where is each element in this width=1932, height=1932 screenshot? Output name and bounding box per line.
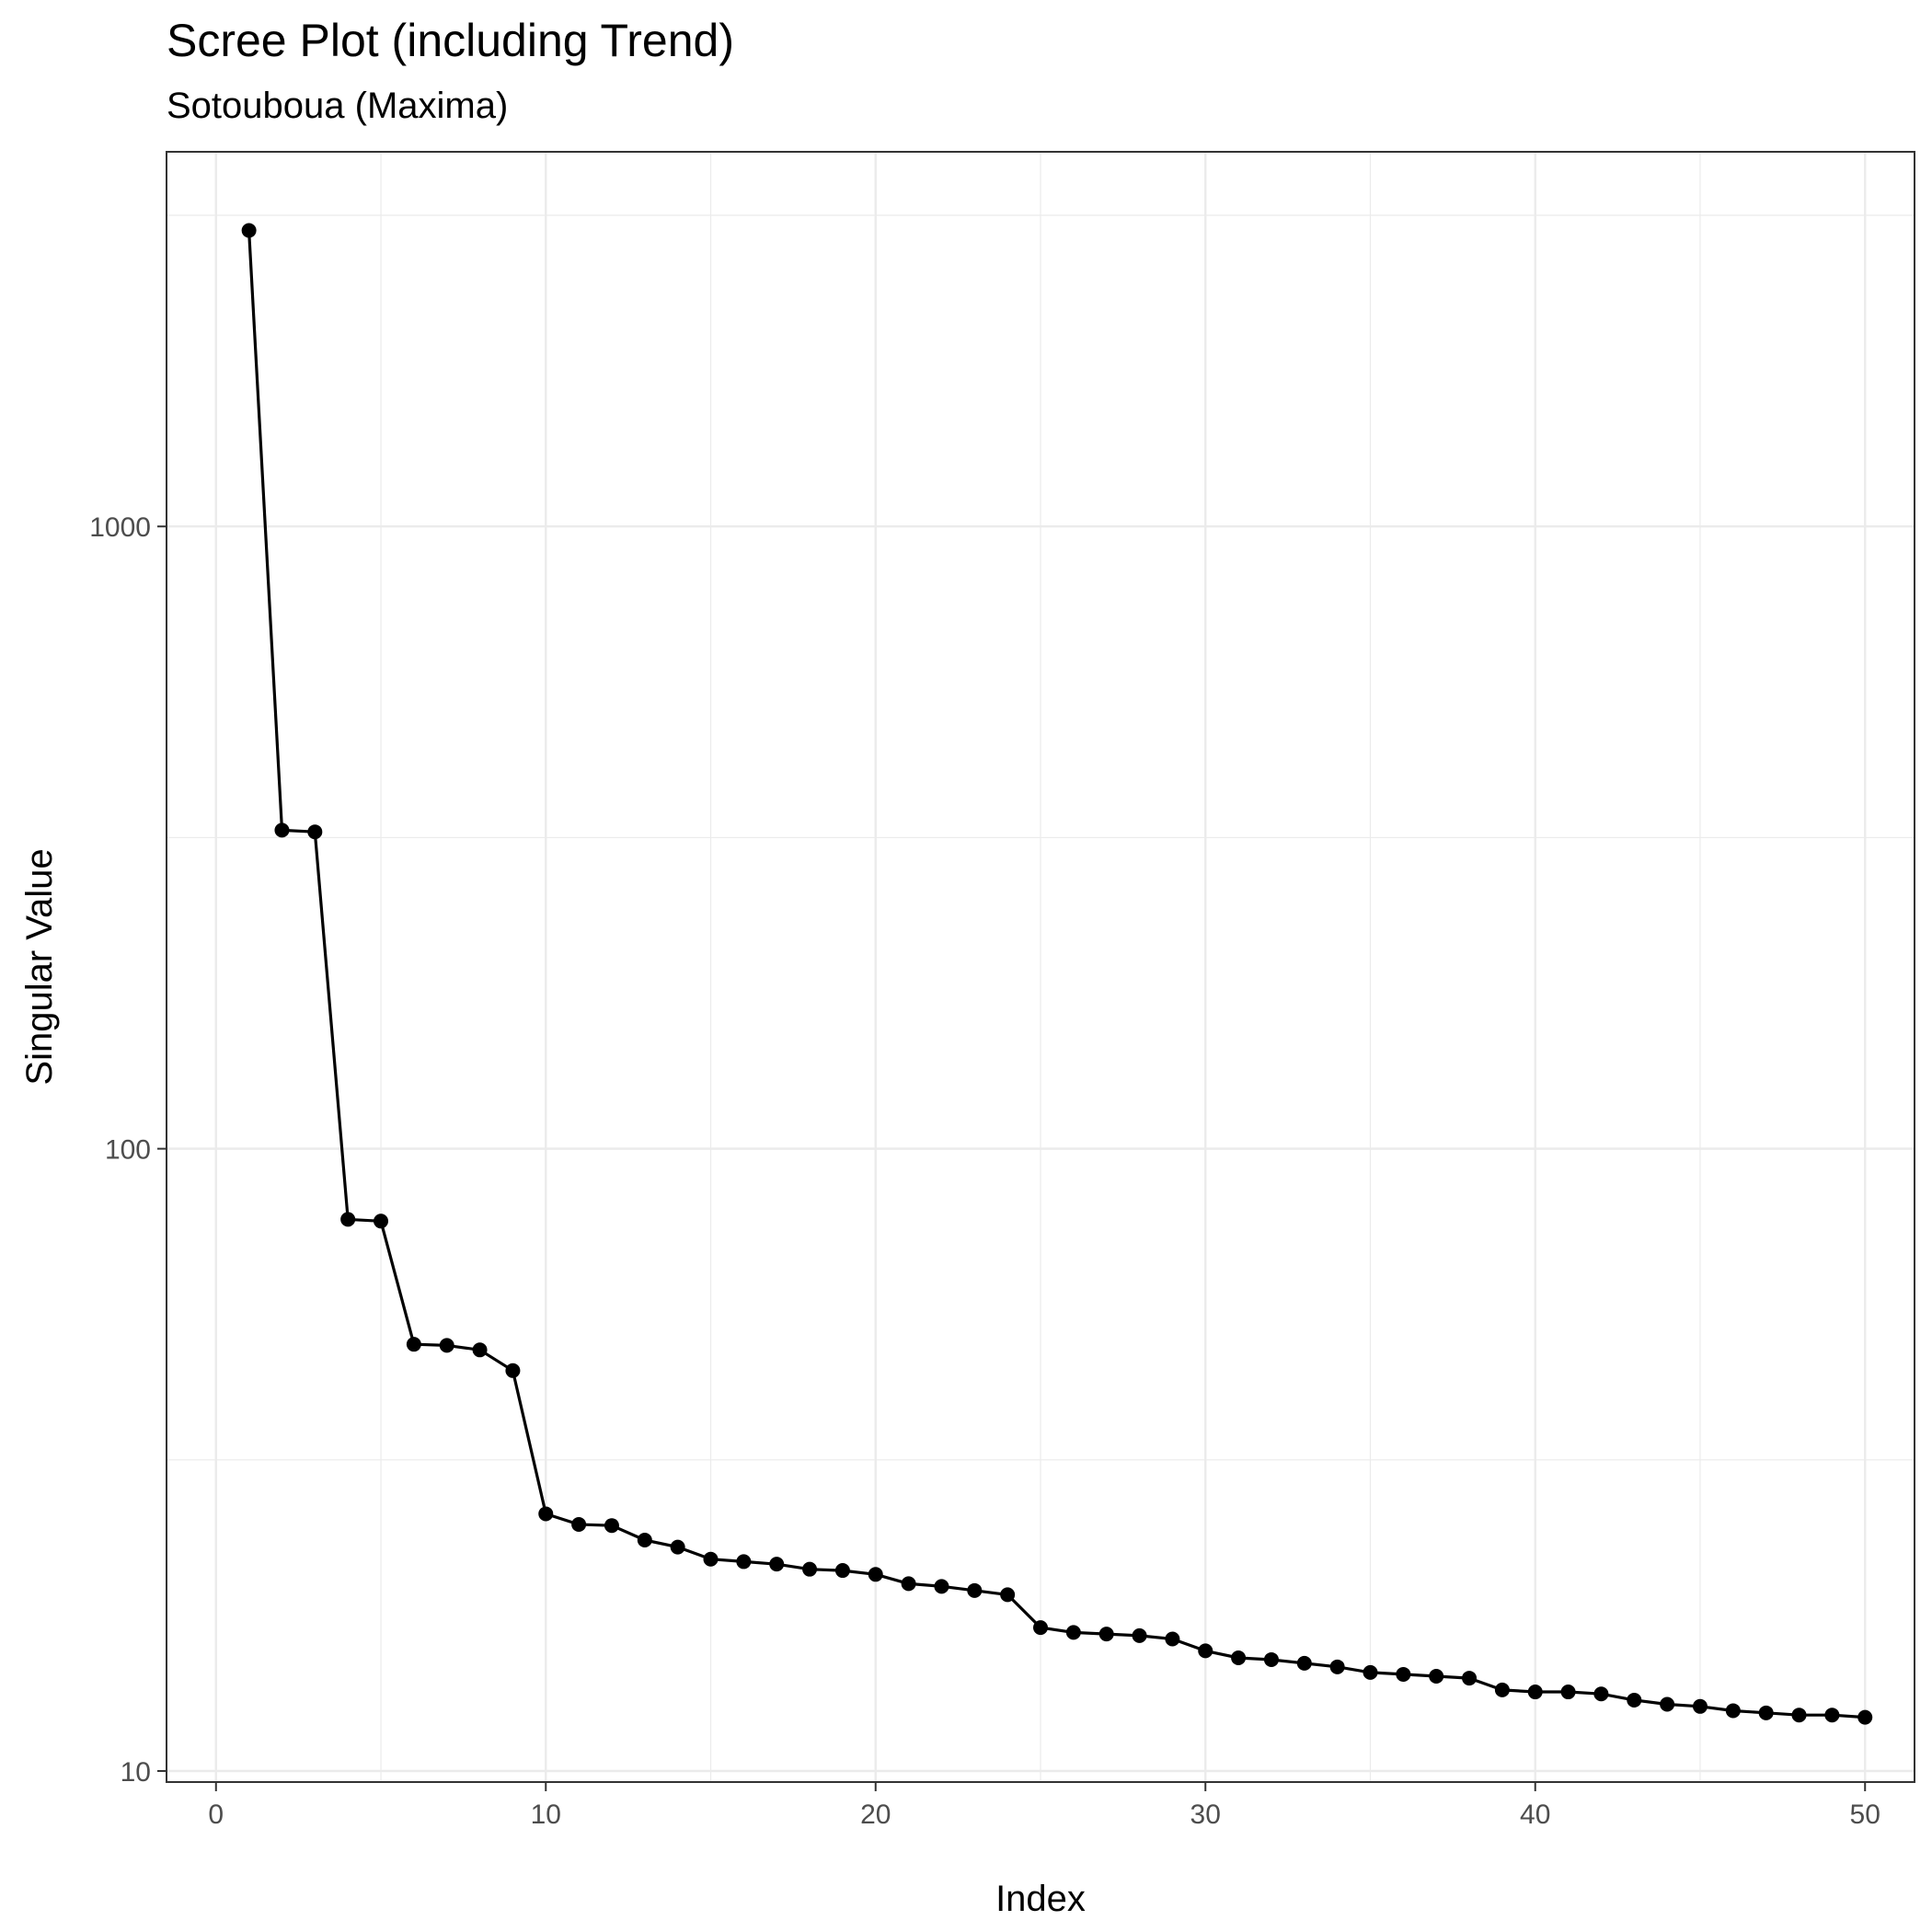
x-axis-title: Index bbox=[995, 1879, 1086, 1919]
data-point bbox=[1231, 1650, 1247, 1666]
data-point bbox=[1660, 1696, 1675, 1712]
data-point bbox=[1263, 1651, 1279, 1667]
data-point bbox=[1692, 1698, 1708, 1714]
data-point bbox=[1527, 1685, 1543, 1700]
x-tick-label: 40 bbox=[1520, 1800, 1550, 1830]
data-point bbox=[901, 1576, 916, 1592]
x-tick-label: 10 bbox=[531, 1800, 561, 1830]
data-point bbox=[307, 824, 323, 840]
data-point bbox=[1396, 1666, 1411, 1682]
data-point bbox=[1098, 1627, 1114, 1642]
y-tick-label: 10 bbox=[121, 1757, 151, 1788]
data-point bbox=[834, 1563, 850, 1579]
data-point bbox=[274, 822, 290, 838]
minor-gridlines bbox=[167, 152, 1915, 1782]
data-point bbox=[1462, 1671, 1478, 1686]
data-point bbox=[1429, 1669, 1444, 1685]
chart-title: Scree Plot (including Trend) bbox=[167, 15, 734, 66]
data-point bbox=[802, 1561, 818, 1577]
data-point bbox=[1329, 1659, 1345, 1674]
data-point bbox=[505, 1363, 521, 1378]
data-point bbox=[1494, 1682, 1510, 1697]
x-axis: 0 10 20 30 40 50 bbox=[208, 1782, 1880, 1830]
data-point bbox=[1296, 1655, 1312, 1671]
data-point bbox=[1065, 1625, 1081, 1640]
data-point bbox=[1593, 1686, 1609, 1702]
data-point bbox=[374, 1213, 389, 1229]
data-point bbox=[967, 1582, 983, 1598]
data-point bbox=[1363, 1664, 1378, 1680]
data-point bbox=[571, 1517, 587, 1533]
chart-subtitle: Sotouboua (Maxima) bbox=[167, 86, 509, 126]
data-point bbox=[1000, 1587, 1016, 1603]
data-point bbox=[637, 1533, 652, 1548]
data-point bbox=[1560, 1685, 1576, 1700]
data-point bbox=[604, 1518, 619, 1534]
data-point bbox=[703, 1551, 719, 1567]
major-gridlines bbox=[167, 152, 1915, 1782]
data-point bbox=[769, 1557, 785, 1572]
data-point bbox=[340, 1212, 356, 1227]
data-point bbox=[439, 1338, 454, 1353]
data-point bbox=[1857, 1709, 1873, 1725]
data-point bbox=[1198, 1643, 1213, 1659]
data-point bbox=[472, 1342, 488, 1358]
data-point bbox=[1824, 1708, 1840, 1723]
plot-panel-border bbox=[166, 151, 1915, 1783]
data-point bbox=[241, 223, 257, 238]
data-point bbox=[736, 1554, 752, 1570]
y-axis: 10 100 1000 bbox=[89, 512, 167, 1788]
data-point bbox=[1132, 1627, 1147, 1643]
data-point bbox=[670, 1539, 685, 1555]
data-point bbox=[538, 1506, 554, 1522]
x-tick-label: 20 bbox=[860, 1800, 891, 1830]
data-point bbox=[868, 1567, 883, 1582]
data-point bbox=[1725, 1703, 1741, 1719]
data-point bbox=[1033, 1620, 1048, 1636]
y-tick-label: 100 bbox=[105, 1135, 151, 1166]
data-point bbox=[1758, 1705, 1774, 1720]
data-point bbox=[1627, 1692, 1642, 1708]
y-tick-label: 1000 bbox=[89, 512, 151, 543]
y-axis-title: Singular Value bbox=[19, 848, 60, 1085]
data-point bbox=[406, 1337, 421, 1352]
data-point bbox=[934, 1579, 949, 1594]
x-tick-label: 0 bbox=[208, 1800, 224, 1830]
data-point bbox=[1791, 1708, 1807, 1723]
x-tick-label: 30 bbox=[1190, 1800, 1221, 1830]
x-tick-label: 50 bbox=[1850, 1800, 1880, 1830]
series-layer bbox=[241, 223, 1873, 1725]
data-point bbox=[1165, 1631, 1180, 1647]
